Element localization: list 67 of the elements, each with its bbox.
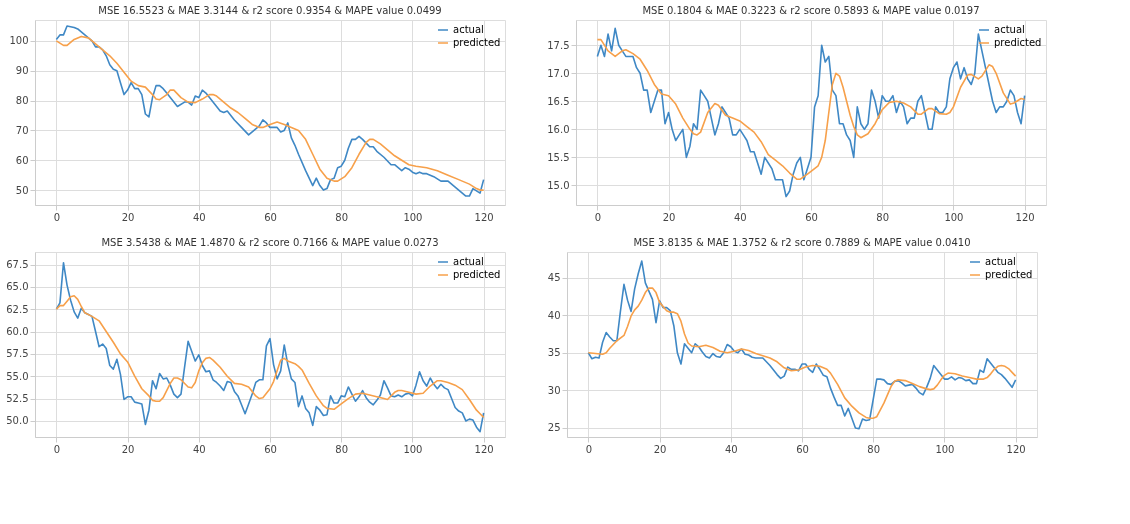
- x-tick-label: 20: [121, 211, 135, 223]
- y-tick-label: 60.0: [6, 326, 29, 338]
- x-tick-label: 0: [53, 211, 61, 223]
- chart-title: MSE 0.1804 & MAE 0.3223 & r2 score 0.5893 & MAPE value 0.0197: [642, 5, 980, 16]
- x-tick-label: 120: [474, 443, 494, 455]
- y-tick-label: 65.0: [6, 281, 29, 293]
- y-tick-label: 55.0: [6, 370, 29, 382]
- x-tick-label: 40: [192, 443, 206, 455]
- y-tick-label: 50: [15, 184, 29, 196]
- legend-label: predicted: [985, 269, 1033, 280]
- y-tick-label: 45: [547, 272, 561, 284]
- y-tick-label: 90: [15, 65, 29, 77]
- x-tick-label: 20: [662, 211, 676, 223]
- x-tick-label: 100: [935, 443, 955, 455]
- y-tick-label: 40: [547, 309, 561, 321]
- legend-label: actual: [453, 24, 484, 35]
- chart-title: MSE 16.5523 & MAE 3.3144 & r2 score 0.9354 & MAPE value 0.0499: [98, 5, 442, 16]
- x-tick-label: 0: [53, 443, 61, 455]
- y-tick-label: 30: [547, 384, 561, 396]
- x-tick-label: 60: [264, 443, 277, 455]
- x-tick-label: 20: [653, 443, 667, 455]
- y-tick-label: 16.5: [547, 95, 570, 107]
- x-tick-label: 100: [403, 443, 423, 455]
- legend-label: actual: [453, 256, 484, 267]
- legend-label: predicted: [453, 37, 501, 48]
- y-tick-label: 15.5: [547, 151, 570, 163]
- x-tick-label: 100: [944, 211, 964, 223]
- x-tick-label: 60: [796, 443, 809, 455]
- line-series: [587, 287, 1017, 419]
- x-tick-label: 40: [192, 211, 206, 223]
- legend-label: predicted: [994, 37, 1042, 48]
- y-tick-label: 60: [15, 154, 29, 166]
- x-tick-label: 60: [805, 211, 818, 223]
- y-tick-label: 70: [15, 124, 29, 136]
- x-tick-label: 0: [594, 211, 602, 223]
- x-tick-label: 20: [121, 443, 135, 455]
- x-tick-label: 80: [867, 443, 881, 455]
- x-tick-label: 0: [585, 443, 593, 455]
- y-tick-label: 16.0: [547, 123, 570, 135]
- legend-label: actual: [994, 24, 1025, 35]
- y-tick-label: 35: [547, 347, 561, 359]
- x-tick-label: 40: [724, 443, 738, 455]
- y-tick-label: 62.5: [6, 303, 29, 315]
- y-tick-label: 15.0: [547, 179, 570, 191]
- x-tick-label: 120: [474, 211, 494, 223]
- x-tick-label: 40: [733, 211, 747, 223]
- chart-title: MSE 3.5438 & MAE 1.4870 & r2 score 0.7166 & MAPE value 0.0273: [101, 237, 439, 248]
- y-tick-label: 80: [15, 95, 29, 107]
- x-tick-label: 80: [335, 443, 349, 455]
- x-tick-label: 120: [1015, 211, 1035, 223]
- y-tick-label: 17.5: [547, 39, 570, 51]
- line-series: [55, 294, 485, 419]
- y-tick-label: 50.0: [6, 415, 29, 427]
- y-tick-label: 52.5: [6, 393, 29, 405]
- y-tick-label: 67.5: [6, 259, 29, 271]
- x-tick-label: 60: [264, 211, 277, 223]
- x-tick-label: 80: [876, 211, 890, 223]
- legend-label: actual: [985, 256, 1016, 267]
- y-tick-label: 57.5: [6, 348, 29, 360]
- legend-label: predicted: [453, 269, 501, 280]
- y-tick-label: 17.0: [547, 67, 570, 79]
- x-tick-label: 120: [1006, 443, 1026, 455]
- y-tick-label: 100: [9, 35, 29, 47]
- x-tick-label: 80: [335, 211, 349, 223]
- y-tick-label: 25: [547, 422, 561, 434]
- x-tick-label: 100: [403, 211, 423, 223]
- chart-title: MSE 3.8135 & MAE 1.3752 & r2 score 0.7889 & MAPE value 0.0410: [633, 237, 971, 248]
